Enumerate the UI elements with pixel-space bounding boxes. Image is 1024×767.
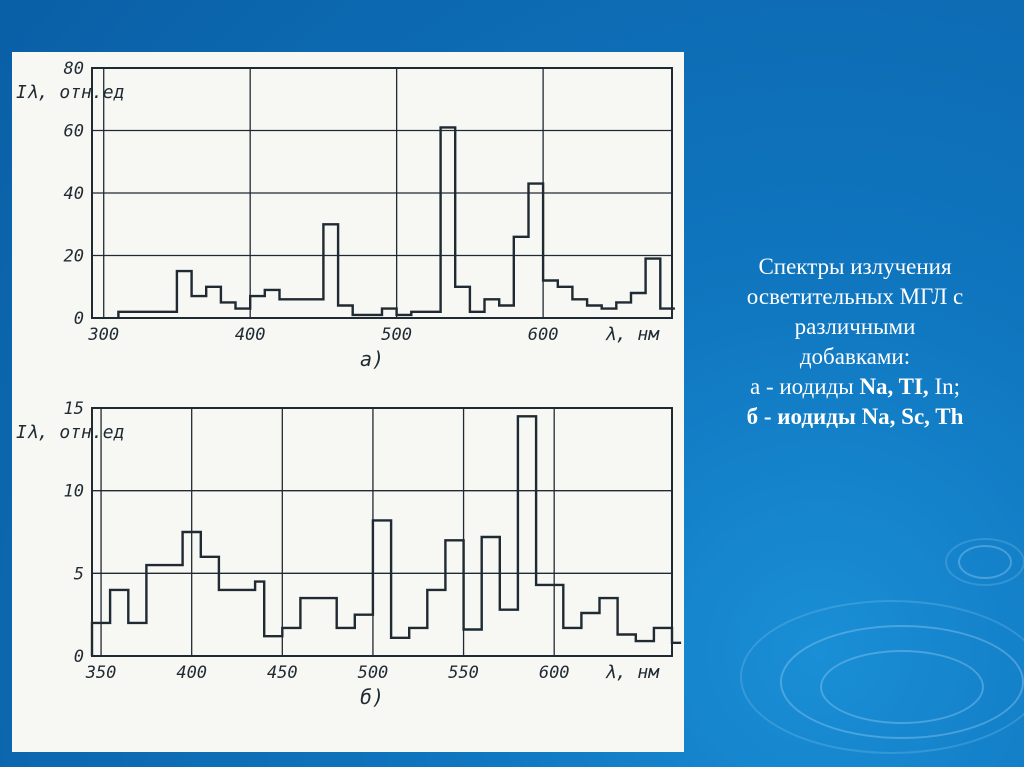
x-axis-label: λ, нм — [605, 662, 660, 683]
ripple-ring — [945, 538, 1024, 586]
x-tick-label: 450 — [267, 663, 298, 683]
caption: Спектры излучения осветительных МГЛ с ра… — [700, 252, 1010, 432]
caption-line-b: б - иодиды Na, Sc, Th — [746, 404, 964, 429]
plot-frame — [91, 407, 673, 657]
panel-label: б) — [360, 685, 384, 709]
figure-panel: 300 400 500 600 0 20 40 60 80 Iλ, отн.ед λ, нм а) 35… — [12, 52, 684, 752]
y-tick-label: 10 — [64, 482, 84, 502]
spectrum-series-line — [90, 415, 682, 656]
chart-b — [90, 407, 682, 657]
x-tick-label: 400 — [235, 325, 266, 345]
y-tick-label: 20 — [64, 247, 84, 267]
x-tick-label: 400 — [176, 663, 207, 683]
caption-a-elements: Na, TI, — [859, 374, 929, 399]
chart-a — [91, 67, 675, 319]
x-tick-label: 600 — [528, 325, 559, 345]
caption-line: Спектры излучения — [758, 254, 952, 279]
caption-line: добавками: — [799, 344, 911, 369]
y-axis-label: Iλ, отн.ед — [16, 82, 125, 103]
ripple-ring — [740, 600, 1024, 754]
y-tick-label: 80 — [64, 59, 84, 79]
y-axis-label: Iλ, отн.ед — [16, 422, 125, 443]
x-tick-label: 350 — [85, 663, 117, 683]
y-tick-label: 40 — [64, 184, 84, 204]
x-tick-label: 550 — [448, 663, 479, 683]
y-tick-label: 5 — [74, 564, 84, 584]
x-tick-label: 500 — [381, 325, 412, 345]
y-tick-label: 0 — [74, 647, 84, 667]
panel-label: а) — [360, 347, 384, 371]
caption-line-a: а - иодиды Na, TI, In; — [700, 372, 1010, 402]
spectrum-series-line — [117, 126, 675, 318]
caption-a-suffix: In; — [928, 374, 960, 399]
y-tick-label: 15 — [64, 399, 84, 419]
y-tick-label: 0 — [74, 309, 84, 329]
x-axis-label: λ, нм — [605, 324, 660, 345]
y-tick-label: 60 — [64, 122, 84, 142]
x-tick-label: 600 — [539, 663, 570, 683]
x-tick-label: 500 — [358, 663, 389, 683]
caption-line: различными — [794, 314, 916, 339]
caption-line: осветительных МГЛ с — [746, 284, 964, 309]
spectra-figure: 300 400 500 600 0 20 40 60 80 Iλ, отн.ед λ, нм а) 35… — [16, 59, 682, 709]
x-tick-label: 300 — [87, 325, 119, 345]
caption-a-prefix: а - иодиды — [750, 374, 860, 399]
